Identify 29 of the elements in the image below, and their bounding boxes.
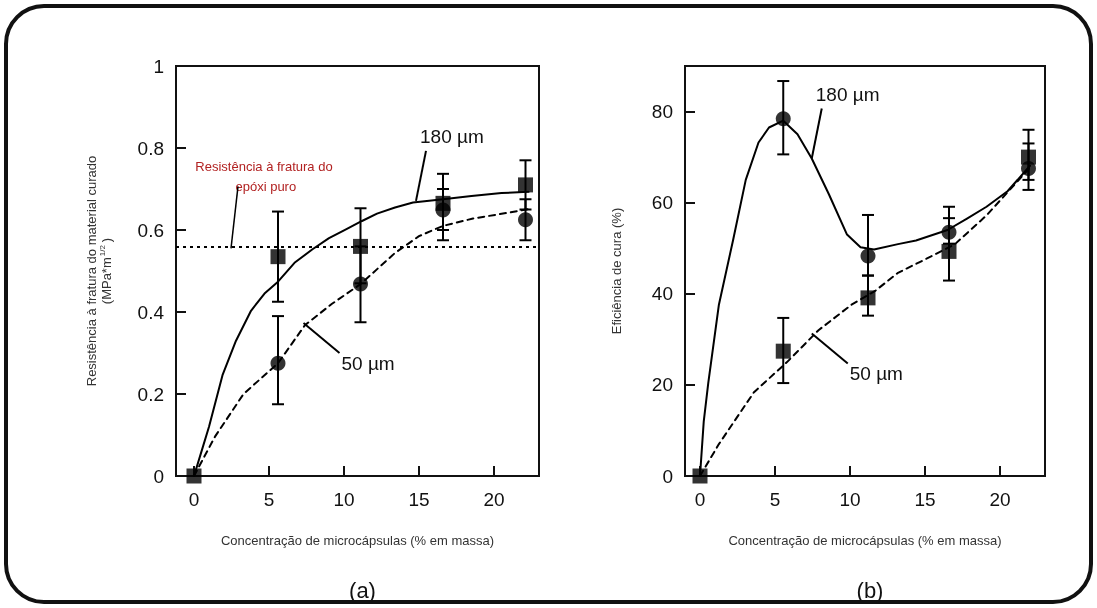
y-tick-label: 40 xyxy=(651,283,673,305)
y-tick-label: 0 xyxy=(153,465,164,487)
y-axis-title: Eficiência de cura (%) xyxy=(609,207,624,335)
x-tick-label: 20 xyxy=(483,489,505,510)
x-tick-label: 10 xyxy=(333,489,355,510)
y-tick-label: 0.2 xyxy=(137,383,164,405)
y-tick-label: 20 xyxy=(651,374,673,396)
x-tick-label: 0 xyxy=(188,489,200,510)
y-tick-label: 80 xyxy=(651,101,673,123)
annotation: 180 µm xyxy=(815,83,880,105)
annotation: 50 µm xyxy=(341,352,395,374)
annotation: 180 µm xyxy=(420,126,484,148)
y-tick-label: 0.4 xyxy=(137,301,165,323)
x-tick-label: 0 xyxy=(694,489,706,510)
annotation: 50 µm xyxy=(849,362,903,384)
x-tick-label: 15 xyxy=(914,489,936,510)
y-tick-label: 0 xyxy=(662,465,673,487)
y-tick-label: 0.8 xyxy=(137,137,164,159)
y-tick-label: 60 xyxy=(651,192,673,214)
x-tick-label: 5 xyxy=(263,489,275,510)
x-tick-label: 5 xyxy=(769,489,781,510)
x-tick-label: 20 xyxy=(989,489,1011,510)
x-axis-title: Concentração de microcápsulas (% em massa) xyxy=(220,533,495,548)
x-axis-title: Concentração de microcápsulas (% em massa) xyxy=(728,533,1002,548)
x-tick-label: 15 xyxy=(408,489,430,510)
ref-line-label: Resistência à fratura do epóxi puro xyxy=(195,158,333,194)
x-tick-label: 10 xyxy=(839,489,861,510)
y-tick-label: 1 xyxy=(153,55,164,77)
y-tick-label: 0.6 xyxy=(137,219,164,241)
